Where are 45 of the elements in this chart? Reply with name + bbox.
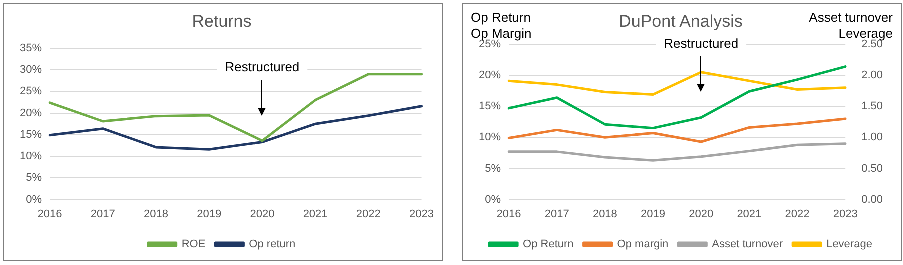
y-tick-label: 15% (478, 100, 502, 113)
y-tick-label: 10% (20, 150, 42, 163)
legend-label: Leverage (826, 238, 872, 251)
x-tick-label: 2018 (144, 208, 168, 220)
legend-label: Op return (249, 238, 296, 251)
y-tick-label: 0% (26, 194, 42, 206)
x-tick-label: 2016 (38, 208, 62, 220)
annotation: Restructured (225, 60, 300, 75)
y2-tick-label: 1.50 (862, 100, 884, 113)
y-tick-label: 35% (20, 42, 42, 54)
x-tick-label: 2019 (641, 208, 666, 220)
x-tick-label: 2017 (90, 208, 116, 220)
y-tick-label: 5% (26, 172, 42, 184)
y-tick-label: 30% (20, 64, 42, 76)
y2-tick-label: 0.00 (862, 194, 884, 206)
x-tick-label: 2021 (303, 208, 328, 220)
y-tick-label: 20% (20, 107, 42, 120)
annotation: Restructured (664, 36, 739, 51)
x-tick-label: 2022 (356, 208, 381, 220)
x-tick-label: 2021 (737, 208, 762, 220)
legend-label: Op margin (617, 238, 669, 251)
chart-title: DuPont Analysis (619, 12, 743, 31)
x-tick-label: 2020 (689, 208, 714, 220)
y2-tick-label: 1.00 (862, 132, 884, 144)
legend-label: Asset turnover (712, 238, 784, 251)
x-tick-label: 2017 (544, 208, 570, 220)
y-tick-label: 20% (478, 70, 502, 82)
y-tick-label: 25% (20, 86, 42, 98)
y-tick-label: 10% (478, 132, 502, 144)
y2-axis-title: Asset turnover Leverage (809, 10, 894, 42)
chart-title: Returns (192, 12, 252, 31)
x-tick-label: 2018 (592, 208, 618, 220)
x-tick-label: 2023 (833, 208, 858, 220)
y-tick-label: 0% (485, 194, 502, 206)
x-tick-label: 2019 (197, 208, 222, 220)
y-tick-label: 15% (20, 128, 42, 141)
y-tick-label: 5% (485, 162, 502, 175)
x-tick-label: 2020 (250, 208, 275, 220)
x-tick-label: 2022 (785, 208, 810, 220)
y2-tick-label: 0.50 (862, 162, 884, 175)
x-tick-label: 2016 (496, 208, 522, 220)
x-tick-label: 2023 (410, 208, 434, 220)
y2-tick-label: 2.00 (862, 70, 884, 82)
legend-label: ROE (182, 238, 206, 251)
legend-label: Op Return (523, 238, 574, 251)
